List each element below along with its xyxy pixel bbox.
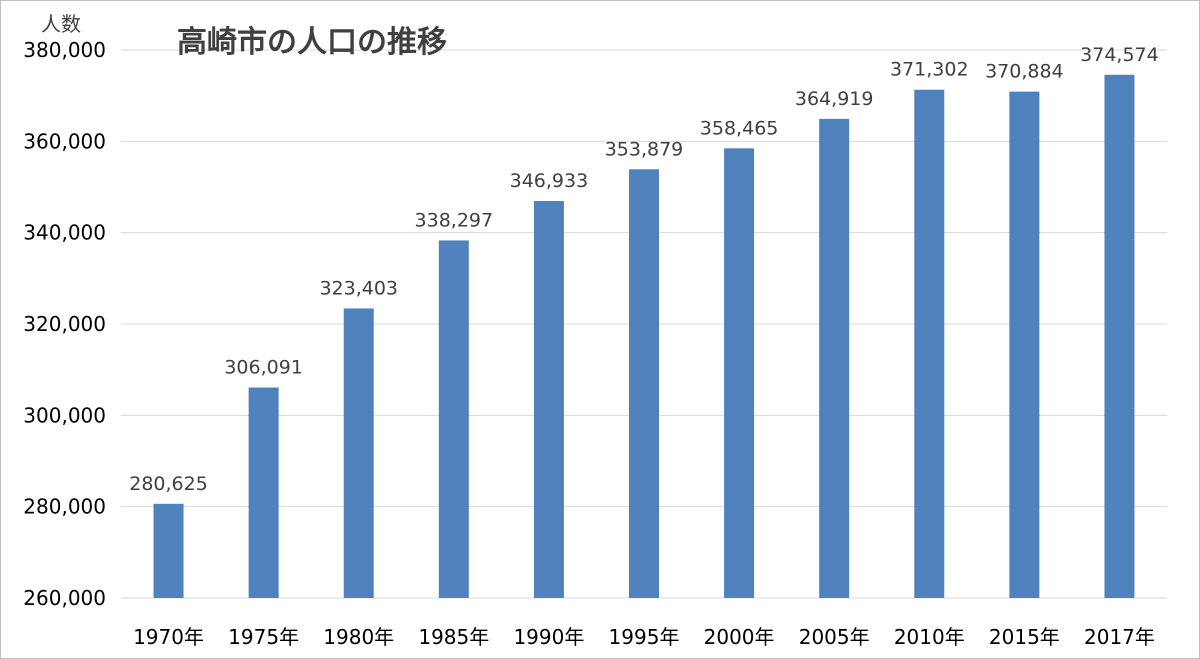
data-label: 374,574 <box>1080 44 1159 66</box>
data-labels: 280,625 306,091 323,403 338,297 346,933 353,8… <box>129 44 1158 495</box>
x-axis-ticks: 1970年 1975年 1980年 1985年 1990年 1995年 2000年 2005年… <box>133 625 1155 649</box>
bar <box>533 201 564 598</box>
bar <box>629 169 659 599</box>
x-tick-label: 1995年 <box>609 625 680 649</box>
bar <box>153 503 184 598</box>
y-tick-label: 280,000 <box>23 495 106 519</box>
chart-title: 高崎市の人口の推移 <box>177 25 447 60</box>
data-label: 280,625 <box>129 473 208 495</box>
y-tick-label: 380,000 <box>23 38 106 62</box>
data-label: 370,884 <box>985 61 1064 83</box>
x-tick-label: 1970年 <box>133 625 204 649</box>
y-axis-unit-label: 人数 <box>41 12 81 36</box>
x-tick-label: 1975年 <box>228 625 299 649</box>
x-tick-label: 1990年 <box>513 625 584 649</box>
data-label: 338,297 <box>415 209 494 231</box>
bar <box>819 118 850 598</box>
x-tick-label: 2005年 <box>799 625 870 649</box>
bar <box>914 89 945 599</box>
data-label: 371,302 <box>890 59 969 81</box>
bar <box>724 148 755 598</box>
data-label: 364,919 <box>795 88 874 110</box>
bars <box>153 74 1135 599</box>
x-tick-label: 2000年 <box>704 625 775 649</box>
x-tick-label: 1985年 <box>418 625 489 649</box>
data-label: 323,403 <box>319 277 398 299</box>
bar <box>438 240 469 598</box>
y-tick-label: 340,000 <box>23 221 106 245</box>
y-axis-ticks: 260,000 280,000 300,000 320,000 340,000 360,0… <box>23 38 106 610</box>
y-tick-label: 360,000 <box>23 129 106 153</box>
x-tick-label: 2017年 <box>1084 625 1155 649</box>
data-label: 358,465 <box>700 117 779 139</box>
y-tick-label: 320,000 <box>23 312 106 336</box>
data-label: 306,091 <box>224 357 303 379</box>
data-label: 346,933 <box>510 170 589 192</box>
bar <box>248 387 279 598</box>
y-tick-label: 300,000 <box>23 403 106 427</box>
bar <box>1009 91 1040 598</box>
x-tick-label: 2015年 <box>989 625 1060 649</box>
data-label: 353,879 <box>605 138 684 160</box>
x-tick-label: 1980年 <box>323 625 394 649</box>
y-tick-label: 260,000 <box>23 586 106 610</box>
bar <box>1104 74 1135 598</box>
x-tick-label: 2010年 <box>894 625 965 649</box>
bar <box>343 308 374 598</box>
